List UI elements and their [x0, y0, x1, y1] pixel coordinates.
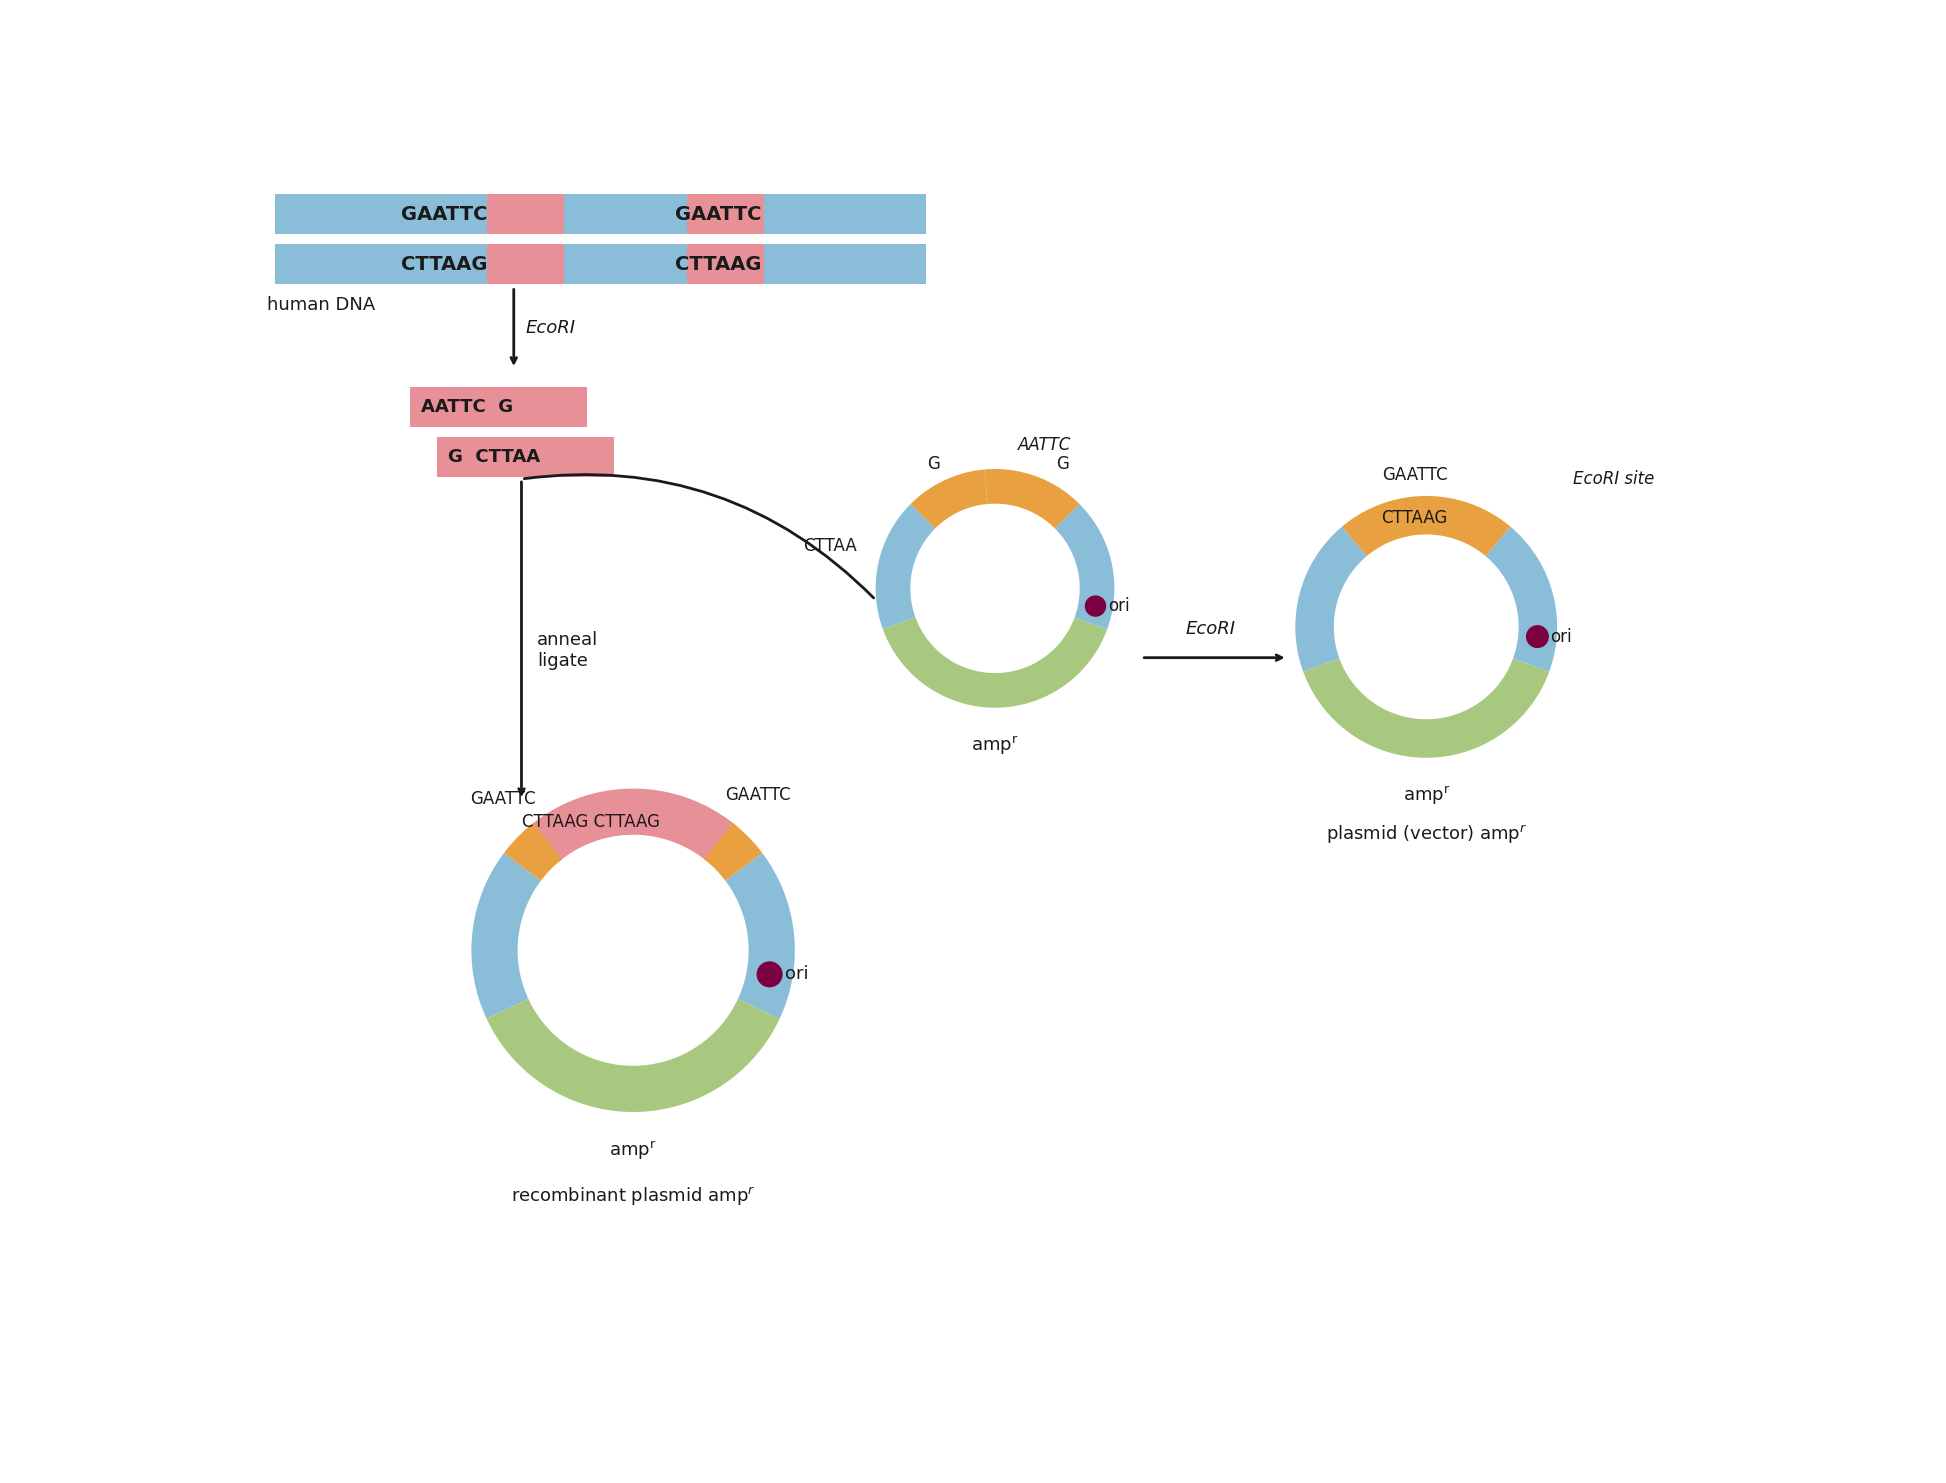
- Text: GAATTC: GAATTC: [1382, 467, 1448, 485]
- Text: CTTAAG: CTTAAG: [1382, 509, 1448, 526]
- Text: EcoRI site: EcoRI site: [1572, 470, 1654, 488]
- Text: GAATTC: GAATTC: [726, 786, 790, 804]
- Circle shape: [757, 962, 782, 986]
- FancyBboxPatch shape: [411, 387, 588, 427]
- Text: GAATTC: GAATTC: [401, 205, 488, 224]
- Polygon shape: [876, 504, 936, 629]
- Text: human DNA: human DNA: [267, 295, 376, 314]
- Text: CTTAAG: CTTAAG: [675, 255, 761, 274]
- Text: anneal
ligate: anneal ligate: [537, 630, 597, 669]
- FancyBboxPatch shape: [274, 194, 926, 234]
- Text: ori: ori: [1551, 627, 1572, 645]
- Text: CTTAA: CTTAA: [802, 537, 856, 555]
- FancyBboxPatch shape: [687, 245, 765, 285]
- FancyBboxPatch shape: [687, 194, 765, 234]
- Text: $\mathregular{amp^r}$: $\mathregular{amp^r}$: [1403, 785, 1450, 807]
- Text: ori: ori: [1107, 598, 1129, 615]
- Polygon shape: [1055, 504, 1115, 629]
- FancyBboxPatch shape: [274, 245, 926, 285]
- Polygon shape: [985, 469, 1080, 528]
- Text: G  CTTAA: G CTTAA: [448, 448, 541, 466]
- Polygon shape: [1343, 495, 1510, 556]
- Text: CTTAAG CTTAAG: CTTAAG CTTAAG: [522, 813, 660, 830]
- Text: $\mathregular{amp^r}$: $\mathregular{amp^r}$: [609, 1139, 658, 1161]
- Polygon shape: [529, 789, 738, 862]
- Polygon shape: [704, 823, 763, 881]
- Polygon shape: [1485, 526, 1557, 672]
- Text: plasmid (vector) amp$^r$: plasmid (vector) amp$^r$: [1325, 823, 1528, 845]
- Polygon shape: [726, 853, 794, 1019]
- Text: CTTAAG: CTTAAG: [401, 255, 488, 274]
- Polygon shape: [471, 853, 541, 1019]
- Circle shape: [1086, 596, 1105, 615]
- Polygon shape: [504, 823, 562, 881]
- Polygon shape: [486, 1000, 780, 1112]
- Text: GAATTC: GAATTC: [471, 789, 535, 808]
- FancyBboxPatch shape: [486, 194, 564, 234]
- FancyBboxPatch shape: [486, 245, 564, 285]
- FancyBboxPatch shape: [436, 436, 613, 476]
- Text: recombinant plasmid amp$^r$: recombinant plasmid amp$^r$: [512, 1185, 755, 1207]
- Polygon shape: [911, 470, 989, 528]
- Text: G: G: [1057, 455, 1070, 473]
- Text: G: G: [926, 455, 940, 473]
- Text: ori: ori: [784, 965, 810, 983]
- Text: AATTC: AATTC: [1018, 436, 1072, 454]
- Polygon shape: [883, 617, 1107, 707]
- Circle shape: [1528, 626, 1549, 648]
- Text: GAATTC: GAATTC: [675, 205, 761, 224]
- Text: EcoRI: EcoRI: [525, 319, 576, 337]
- Text: AATTC  G: AATTC G: [422, 397, 514, 415]
- Polygon shape: [1304, 658, 1549, 758]
- Text: EcoRI: EcoRI: [1185, 620, 1236, 638]
- Polygon shape: [1296, 526, 1366, 672]
- Text: $\mathregular{amp^r}$: $\mathregular{amp^r}$: [971, 734, 1018, 758]
